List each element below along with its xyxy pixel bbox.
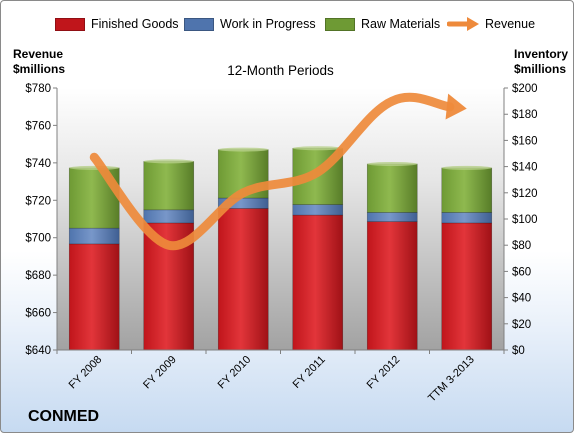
legend-label-revenue: Revenue xyxy=(485,17,536,31)
bar-top-ttm-3-2013 xyxy=(441,165,492,170)
legend: Finished Goods Work in Progress Raw Mate… xyxy=(1,15,573,35)
left-axis-title-line2: $millions xyxy=(13,62,66,76)
revenue-arrowhead xyxy=(445,93,467,120)
left-tick-label: $740 xyxy=(25,158,51,170)
bar-top-fy-2008 xyxy=(69,165,120,170)
bar-top-fy-2010 xyxy=(218,147,269,152)
bar-top-fy-2011 xyxy=(292,146,343,151)
right-tick-label: $100 xyxy=(512,214,538,226)
right-tick-label: $200 xyxy=(512,83,538,95)
right-tick-label: $160 xyxy=(512,135,538,147)
right-tick-label: $60 xyxy=(512,266,531,278)
right-tick-label: $80 xyxy=(512,240,531,252)
bar-top-fy-2009 xyxy=(143,159,194,164)
legend-item-finished-goods: Finished Goods xyxy=(55,15,179,33)
left-tick-label: $680 xyxy=(25,270,51,282)
legend-swatch-raw-materials xyxy=(325,17,355,31)
legend-item-raw-materials: Raw Materials xyxy=(325,15,440,33)
legend-swatch-work-in-progress xyxy=(184,17,214,31)
bar-work-in-progress-fy-2011 xyxy=(292,204,344,216)
left-tick-label: $640 xyxy=(25,345,51,357)
bar-finished-goods-ttm-3-2013 xyxy=(441,222,493,351)
x-tick-label-fy-2011: FY 2011 xyxy=(291,354,328,391)
left-tick-label: $720 xyxy=(25,195,51,207)
right-tick-label: $0 xyxy=(512,345,525,357)
chart-title: 12-Month Periods xyxy=(227,63,334,78)
x-tick-label-ttm-3-2013: TTM 3-2013 xyxy=(426,354,477,405)
left-axis-title-line1: Revenue xyxy=(13,47,64,61)
right-tick-label: $180 xyxy=(512,109,538,121)
revenue-line xyxy=(89,92,455,251)
right-tick-label: $20 xyxy=(512,319,531,331)
legend-swatch-revenue xyxy=(447,17,479,31)
right-tick-label: $120 xyxy=(512,188,538,200)
bar-finished-goods-fy-2011 xyxy=(292,214,344,351)
x-tick-label-fy-2009: FY 2009 xyxy=(141,354,179,392)
x-tick-label-fy-2008: FY 2008 xyxy=(67,354,105,392)
x-tick-label-fy-2010: FY 2010 xyxy=(216,354,254,392)
legend-item-work-in-progress: Work in Progress xyxy=(184,15,316,33)
bar-finished-goods-fy-2010 xyxy=(217,208,269,351)
bar-finished-goods-fy-2008 xyxy=(68,243,120,351)
bar-raw-materials-fy-2012 xyxy=(366,163,418,213)
plot-area xyxy=(57,88,504,350)
right-tick-label: $40 xyxy=(512,293,531,305)
bar-work-in-progress-fy-2009 xyxy=(143,209,195,224)
legend-label-work-in-progress: Work in Progress xyxy=(220,17,316,31)
right-axis-title-line1: Inventory xyxy=(514,47,569,61)
left-tick-label: $760 xyxy=(25,120,51,132)
legend-swatch-finished-goods xyxy=(55,17,85,31)
left-tick-label: $780 xyxy=(25,83,51,95)
bar-raw-materials-ttm-3-2013 xyxy=(441,167,493,213)
bar-finished-goods-fy-2012 xyxy=(366,221,418,351)
legend-item-revenue: Revenue xyxy=(447,15,535,33)
left-tick-label: $660 xyxy=(25,308,51,320)
bar-top-fy-2012 xyxy=(367,161,418,166)
left-tick-label: $700 xyxy=(25,233,51,245)
bar-raw-materials-fy-2009 xyxy=(143,161,195,211)
bar-work-in-progress-fy-2012 xyxy=(366,212,418,222)
company-name: CONMED xyxy=(28,408,100,425)
right-axis-title: Inventory $millions xyxy=(514,47,568,77)
right-tick-label: $140 xyxy=(512,162,538,174)
bar-work-in-progress-ttm-3-2013 xyxy=(441,212,493,224)
legend-label-finished-goods: Finished Goods xyxy=(91,17,179,31)
bar-work-in-progress-fy-2008 xyxy=(68,227,120,245)
x-tick-label-fy-2012: FY 2012 xyxy=(365,354,403,392)
right-axis-title-line2: $millions xyxy=(514,62,567,76)
legend-label-raw-materials: Raw Materials xyxy=(361,17,441,31)
left-axis-title: Revenue $millions xyxy=(13,47,65,77)
